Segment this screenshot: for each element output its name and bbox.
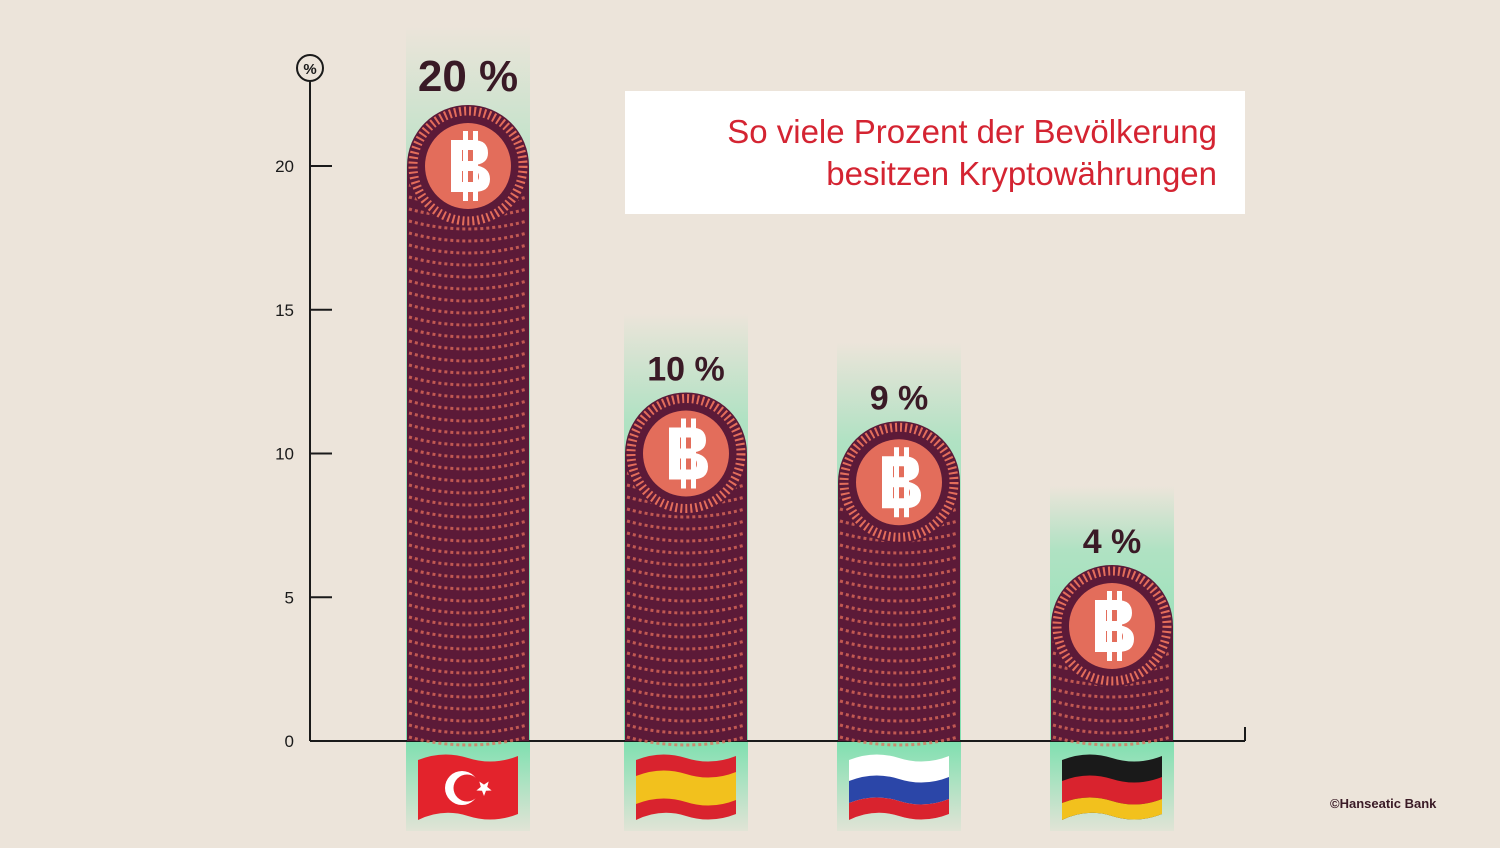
- coin-stack-bar: [1051, 565, 1173, 747]
- data-label: 4 %: [1083, 523, 1142, 561]
- coin-stack-bar: [407, 105, 529, 747]
- y-tick-label: 0: [285, 732, 294, 751]
- coin-stack-bar: [625, 392, 747, 747]
- y-tick-label: 20: [275, 157, 294, 176]
- data-label: 9 %: [870, 379, 929, 417]
- y-tick-label: 5: [285, 588, 294, 607]
- chart-title-line-1: So viele Prozent der Bevölkerung: [727, 112, 1217, 150]
- flag-russia-icon: [849, 754, 949, 820]
- bitcoin-icon: [1095, 591, 1134, 661]
- bitcoin-icon: [669, 418, 708, 489]
- bitcoin-icon: [882, 447, 921, 518]
- chart-title-line-2: besitzen Kryptowährungen: [826, 154, 1217, 192]
- data-label: 20 %: [418, 52, 518, 101]
- percent-icon: [296, 54, 324, 82]
- chart-title-box: So viele Prozent der Bevölkerung besitze…: [625, 91, 1245, 214]
- coin-stack-bar: [838, 421, 960, 747]
- y-tick-label: 15: [275, 301, 294, 320]
- flag-germany-icon: [1062, 754, 1162, 820]
- y-tick-label: 10: [275, 445, 294, 464]
- data-label: 10 %: [647, 351, 725, 389]
- bitcoin-icon: [451, 131, 490, 201]
- y-axis-unit: %: [303, 61, 316, 78]
- flag-spain-icon: [636, 754, 736, 820]
- flag-turkey-icon: [418, 754, 518, 820]
- copyright-notice: ©Hanseatic Bank: [1330, 796, 1437, 811]
